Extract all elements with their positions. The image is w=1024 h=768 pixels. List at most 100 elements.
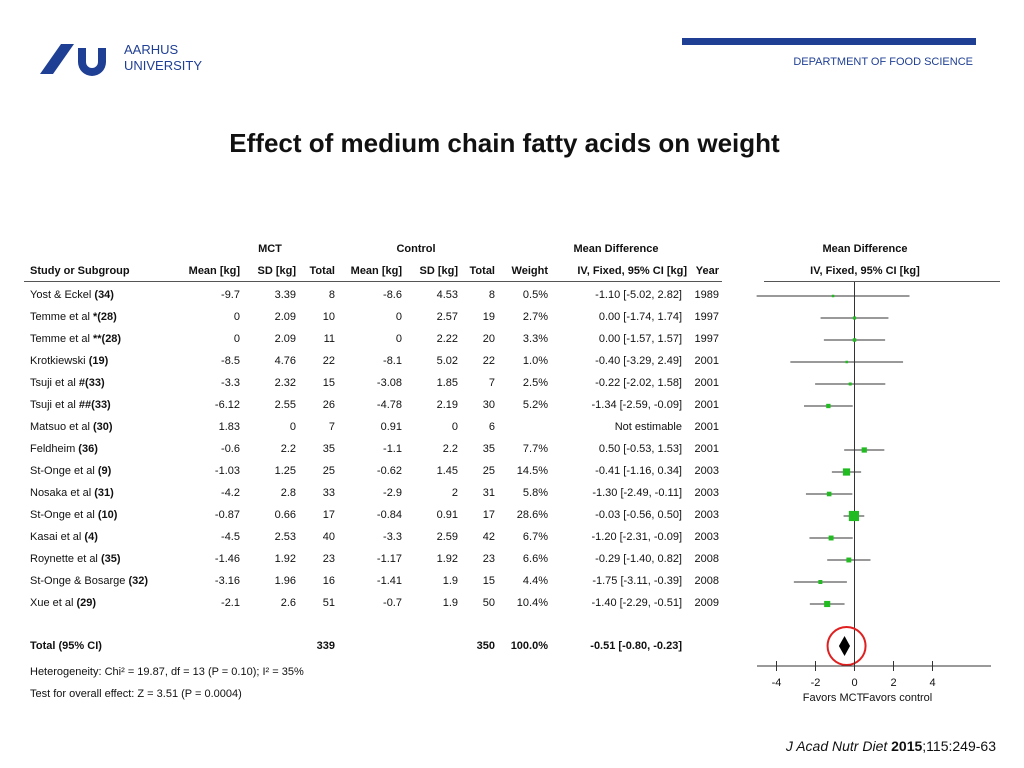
cell-ci: -1.10 [-5.02, 2.82]	[595, 289, 682, 301]
cell-ctl-mean: -0.84	[376, 509, 402, 521]
university-line-1: AARHUS	[124, 42, 179, 57]
cell-mct-total: 7	[328, 421, 335, 433]
forest-plot: -4 -2 0 2 4 Favors MCT Favors control	[756, 282, 991, 704]
study-label: Krotkiewski	[30, 355, 89, 367]
cell-ctl-sd: 1.85	[436, 377, 458, 389]
study-point	[831, 294, 835, 298]
cell-mct-total: 10	[322, 311, 335, 323]
cell-ctl-total: 7	[488, 377, 495, 389]
cell-ci: -0.41 [-1.16, 0.34]	[595, 465, 682, 477]
department-name: DEPARTMENT OF FOOD SCIENCE	[793, 56, 973, 68]
cell-year: 2001	[694, 443, 719, 455]
cell-ctl-mean: -3.3	[383, 531, 402, 543]
cell-year: 2001	[694, 399, 719, 411]
study-name: Krotkiewski (19)	[30, 355, 108, 367]
cell-mct-total: 8	[328, 289, 335, 301]
study-name: Nosaka et al (31)	[30, 487, 114, 499]
cell-weight: 7.7%	[522, 443, 548, 455]
cell-mct-mean: -6.12	[214, 399, 240, 411]
cell-year: 2001	[694, 377, 719, 389]
cell-weight: 3.3%	[522, 333, 548, 345]
study-name: Tsuji et al #(33)	[30, 377, 105, 389]
cell-ctl-sd: 1.92	[436, 553, 458, 565]
cell-ctl-sd: 1.9	[442, 575, 458, 587]
cell-ctl-sd: 1.45	[436, 465, 458, 477]
study-label: St-Onge & Bosarge	[30, 575, 129, 587]
group-header-md-table: Mean Difference	[573, 243, 659, 255]
study-reference: #(33)	[78, 377, 105, 389]
cell-ctl-total: 15	[482, 575, 495, 587]
cell-ci: -1.34 [-2.59, -0.09]	[591, 399, 683, 411]
citation-volume-pages: ;115:249-63	[922, 738, 996, 754]
cell-ctl-total: 17	[482, 509, 495, 521]
study-reference: *(28)	[92, 311, 117, 323]
cell-mct-sd: 0	[289, 421, 296, 433]
cell-mct-mean: -4.5	[221, 531, 240, 543]
cell-ci: -1.20 [-2.31, -0.09]	[591, 531, 683, 543]
col-header-mct-mean: Mean [kg]	[188, 265, 240, 277]
cell-mct-total: 22	[322, 355, 335, 367]
favors-mct-label: Favors MCT	[803, 692, 864, 704]
cell-ctl-sd: 2.59	[436, 531, 458, 543]
citation-journal: J Acad Nutr Diet	[785, 738, 888, 754]
cell-ctl-total: 20	[482, 333, 495, 345]
study-name: Temme et al *(28)	[30, 311, 117, 323]
cell-ctl-sd: 2.57	[436, 311, 458, 323]
heterogeneity-text: Heterogeneity: Chi² = 19.87, df = 13 (P …	[30, 666, 304, 678]
study-point	[848, 510, 859, 522]
department-bar	[682, 38, 976, 45]
study-point	[818, 580, 823, 584]
x-tick-label: 0	[851, 677, 857, 689]
cell-mct-sd: 1.25	[274, 465, 296, 477]
cell-weight: 2.7%	[522, 311, 548, 323]
cell-year: 2001	[694, 421, 719, 433]
study-name: St-Onge et al (10)	[30, 509, 117, 521]
cell-mct-total: 40	[322, 531, 335, 543]
cell-ctl-mean: -0.7	[383, 597, 402, 609]
cell-mct-total: 16	[322, 575, 335, 587]
cell-mct-sd: 2.53	[274, 531, 296, 543]
study-point	[826, 491, 832, 497]
cell-weight: 6.7%	[522, 531, 548, 543]
cell-mct-mean: -3.3	[221, 377, 240, 389]
study-label: Kasai et al	[30, 531, 85, 543]
cell-ci: Not estimable	[614, 421, 682, 433]
total-control: 350	[476, 640, 495, 652]
cell-ctl-total: 35	[482, 443, 495, 455]
cell-mct-mean: -3.16	[214, 575, 240, 587]
cell-ctl-total: 19	[482, 311, 495, 323]
study-reference: (35)	[100, 553, 121, 565]
cell-ctl-total: 42	[482, 531, 495, 543]
col-header-ctl-mean: Mean [kg]	[350, 265, 402, 277]
cell-ctl-mean: 0	[395, 311, 402, 323]
study-label: St-Onge et al	[30, 509, 98, 521]
overall-effect-text: Test for overall effect: Z = 3.51 (P = 0…	[30, 688, 242, 700]
study-point	[845, 360, 848, 364]
cell-mct-mean: 1.83	[218, 421, 240, 433]
study-reference: **(28)	[92, 333, 122, 345]
x-tick-label: -2	[811, 677, 821, 689]
cell-ctl-total: 30	[482, 399, 495, 411]
study-reference: (30)	[92, 421, 113, 433]
slide-title: Effect of medium chain fatty acids on we…	[229, 128, 780, 158]
col-header-study: Study or Subgroup	[30, 265, 130, 277]
study-reference: (10)	[97, 509, 118, 521]
cell-ctl-total: 23	[482, 553, 495, 565]
cell-ctl-mean: -2.9	[383, 487, 402, 499]
study-name: Matsuo et al (30)	[30, 421, 113, 433]
forest-plot-table: MCT Control Mean Difference Mean Differe…	[24, 236, 1014, 706]
study-name: Xue et al (29)	[30, 597, 96, 609]
study-name: Tsuji et al ##(33)	[30, 399, 111, 411]
total-weight: 100.0%	[510, 640, 548, 652]
cell-ci: -1.75 [-3.11, -0.39]	[592, 575, 682, 587]
study-name: St-Onge & Bosarge (32)	[30, 575, 148, 587]
cell-mct-mean: -9.7	[221, 289, 240, 301]
cell-ctl-mean: -3.08	[376, 377, 402, 389]
study-label: Yost & Eckel	[30, 289, 95, 301]
col-header-ctl-total: Total	[469, 265, 495, 277]
citation: J Acad Nutr Diet 2015;115:249-63	[786, 738, 996, 754]
cell-weight: 1.0%	[522, 355, 548, 367]
study-reference: (4)	[84, 531, 98, 543]
group-header-control: Control	[396, 243, 436, 255]
cell-ctl-mean: -8.6	[383, 289, 402, 301]
